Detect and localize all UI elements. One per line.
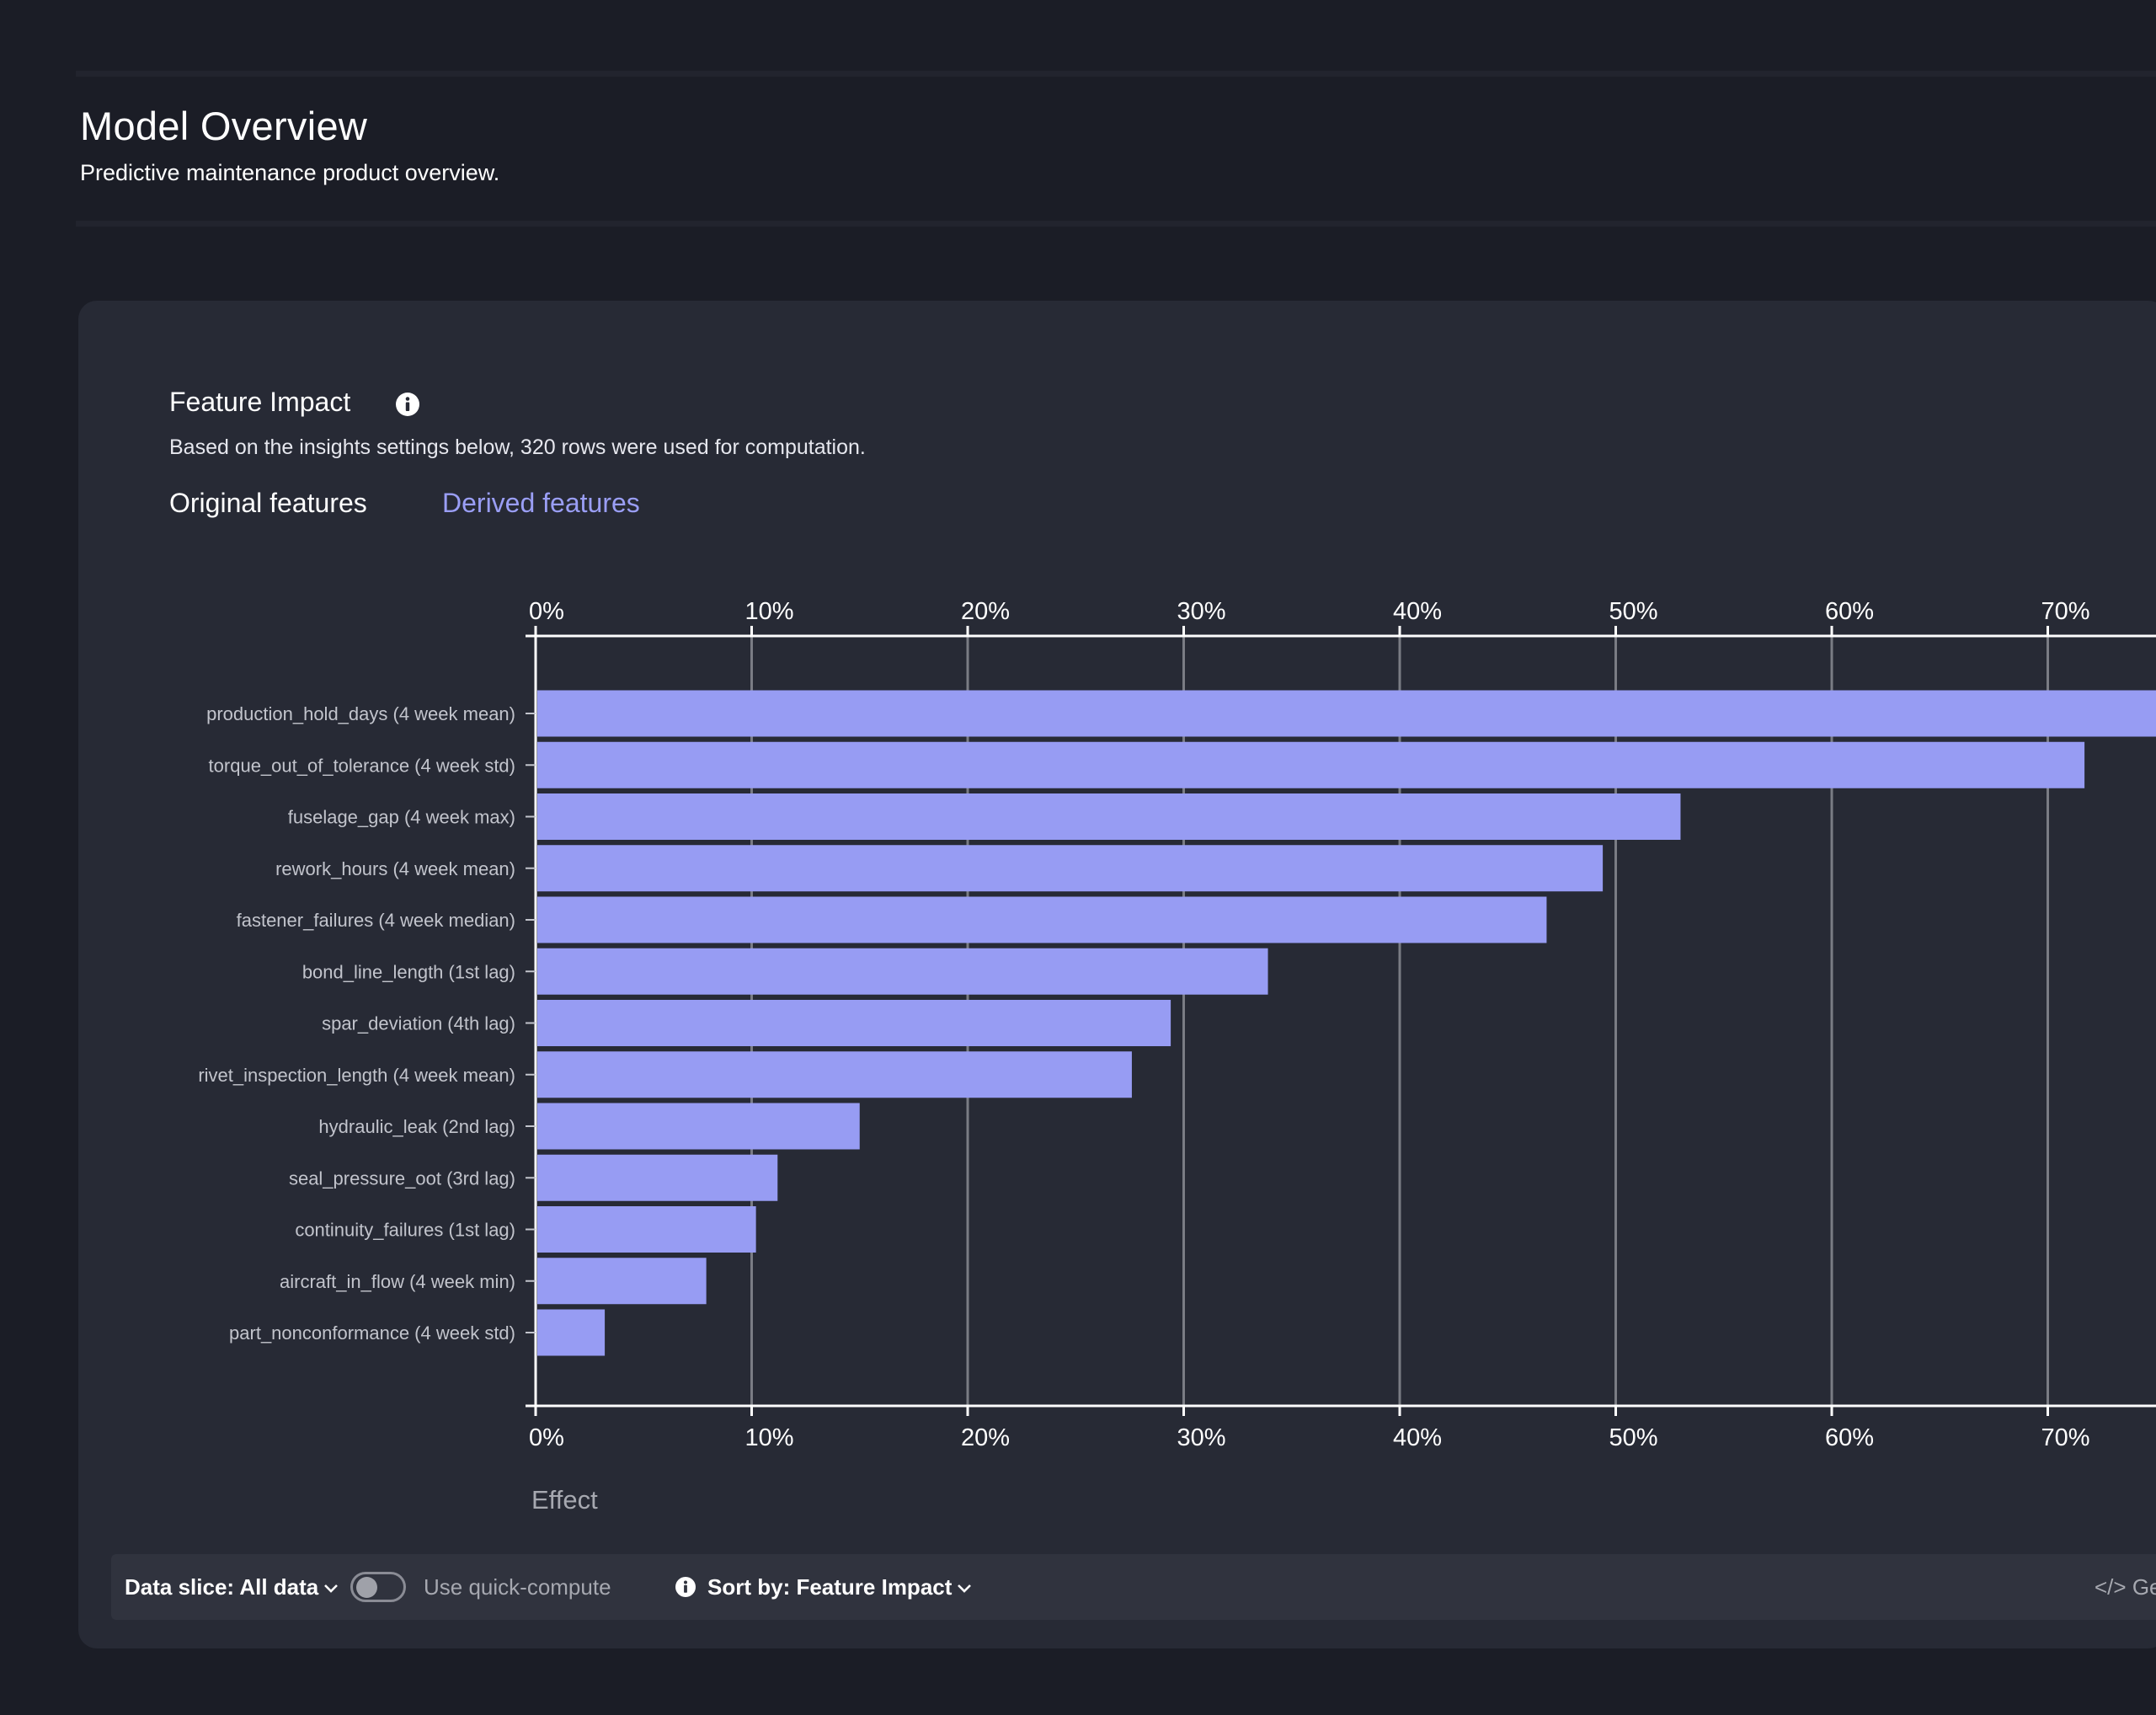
category-label: fuselage_gap (4 week max): [288, 807, 515, 828]
category-label: part_nonconformance (4 week std): [229, 1322, 515, 1344]
data-slice-label: Data slice: All data: [125, 1574, 319, 1600]
x-tick-label-top: 10%: [745, 598, 794, 625]
x-tick-label-top: 70%: [2041, 598, 2090, 625]
page-title: Model Overview: [80, 104, 368, 148]
bar: [537, 1258, 707, 1305]
bar: [537, 1154, 778, 1201]
chevron-down-icon: [958, 1584, 972, 1593]
bar: [537, 793, 1681, 840]
bar: [537, 690, 2156, 737]
bar: [537, 1206, 756, 1253]
bar: [537, 741, 2085, 788]
chart-toolbar: Data slice: All data Use quick-compute S…: [111, 1554, 2156, 1620]
x-tick-label-bottom: 30%: [1177, 1424, 1226, 1451]
x-tick-label-bottom: 0%: [529, 1424, 564, 1451]
category-label: production_hold_days (4 week mean): [206, 703, 515, 724]
x-tick-label-top: 50%: [1609, 598, 1658, 625]
bar: [537, 1000, 1171, 1046]
page-subtitle: Predictive maintenance product overview.: [80, 160, 500, 185]
toggle-knob: [356, 1577, 377, 1598]
bar: [537, 1309, 606, 1356]
sort-by-label: Sort by: Feature Impact: [707, 1574, 953, 1600]
category-label: spar_deviation (4th lag): [322, 1013, 515, 1034]
x-tick-label-top: 40%: [1393, 598, 1442, 625]
quick-compute-toggle[interactable]: [350, 1572, 406, 1602]
x-tick-label-bottom: 20%: [961, 1424, 1010, 1451]
bar: [537, 845, 1604, 892]
data-slice-dropdown[interactable]: Data slice: All data: [125, 1554, 339, 1620]
x-axis-title: Effect: [531, 1485, 598, 1515]
tab-original-features[interactable]: Original features: [169, 488, 367, 518]
x-tick-label-top: 20%: [961, 598, 1010, 625]
x-tick-label-top: 0%: [529, 598, 564, 625]
feature-impact-chart: 0% 0% 10% 10% 20% 20% 30% 30% 40% 40% 50% 50% 60% 60%…: [198, 598, 2156, 1515]
chevron-down-icon: [324, 1584, 339, 1593]
info-icon[interactable]: [395, 392, 420, 417]
category-label: continuity_failures (1st lag): [295, 1220, 515, 1241]
bar: [537, 1103, 860, 1150]
x-tick-label-bottom: 50%: [1609, 1424, 1658, 1451]
x-tick-label-bottom: 70%: [2041, 1424, 2090, 1451]
bar: [537, 1051, 1132, 1098]
x-tick-label-bottom: 10%: [745, 1424, 794, 1451]
category-label: aircraft_in_flow (4 week min): [280, 1271, 515, 1292]
category-label: seal_pressure_oot (3rd lag): [289, 1167, 515, 1189]
category-label: bond_line_length (1st lag): [302, 961, 515, 982]
x-tick-label-top: 30%: [1177, 598, 1226, 625]
header-divider-top: [76, 71, 2156, 77]
tab-derived-features[interactable]: Derived features: [442, 488, 640, 518]
category-label: fastener_failures (4 week median): [237, 910, 515, 931]
info-icon[interactable]: [675, 1576, 696, 1598]
card-title: Feature Impact: [169, 387, 351, 417]
header-divider-bottom: [76, 221, 2156, 227]
generate-code-button[interactable]: </> Ge: [2095, 1574, 2156, 1600]
x-tick-label-top: 60%: [1825, 598, 1874, 625]
bar: [537, 896, 1547, 943]
category-label: hydraulic_leak (2nd lag): [318, 1116, 515, 1137]
category-label: rework_hours (4 week mean): [275, 858, 515, 879]
feature-impact-card: Feature Impact Based on the insights set…: [78, 301, 2156, 1648]
category-label: torque_out_of_tolerance (4 week std): [209, 755, 515, 776]
sort-by-dropdown[interactable]: Sort by: Feature Impact: [707, 1554, 972, 1620]
x-tick-label-bottom: 60%: [1825, 1424, 1874, 1451]
card-description: Based on the insights settings below, 32…: [169, 435, 866, 459]
quick-compute-label: Use quick-compute: [424, 1574, 611, 1600]
category-label: rivet_inspection_length (4 week mean): [198, 1065, 515, 1086]
x-tick-label-bottom: 40%: [1393, 1424, 1442, 1451]
bar: [537, 948, 1268, 995]
